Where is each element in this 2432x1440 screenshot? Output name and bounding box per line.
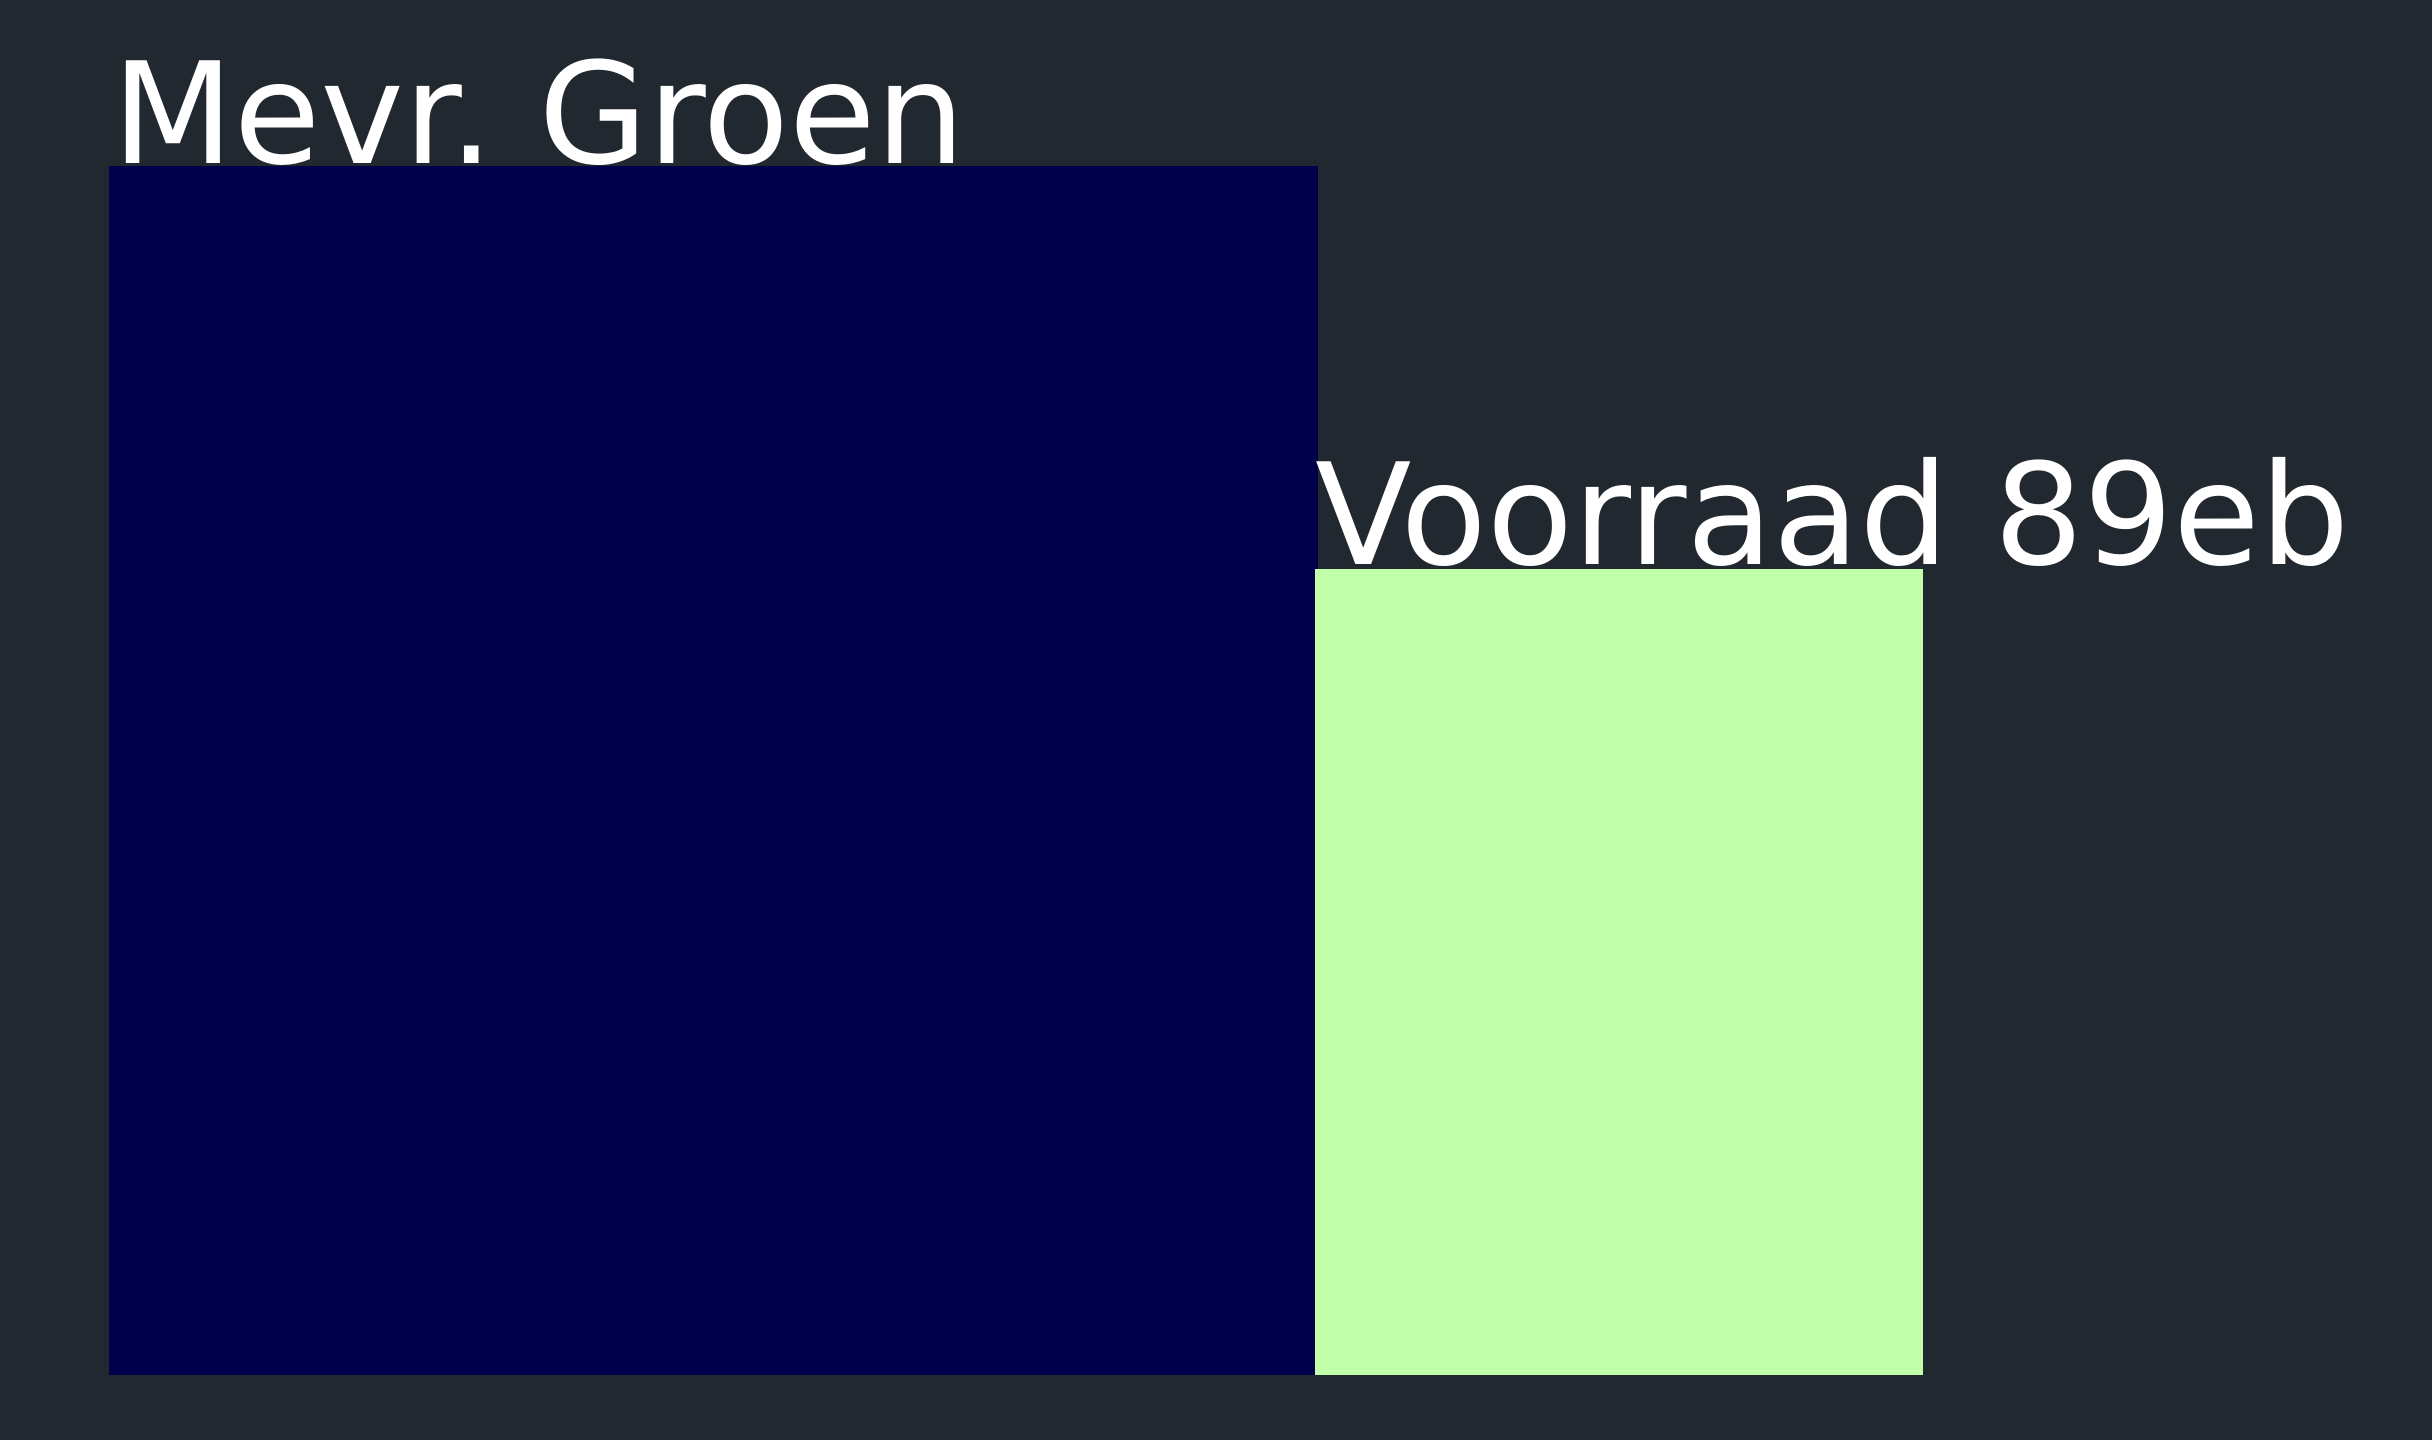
label-voorraad: Voorraad 89eb <box>1315 434 2350 598</box>
navy-block <box>109 166 1318 1375</box>
green-block <box>1315 569 1923 1375</box>
label-mevr-groen: Mevr. Groen <box>112 33 966 197</box>
